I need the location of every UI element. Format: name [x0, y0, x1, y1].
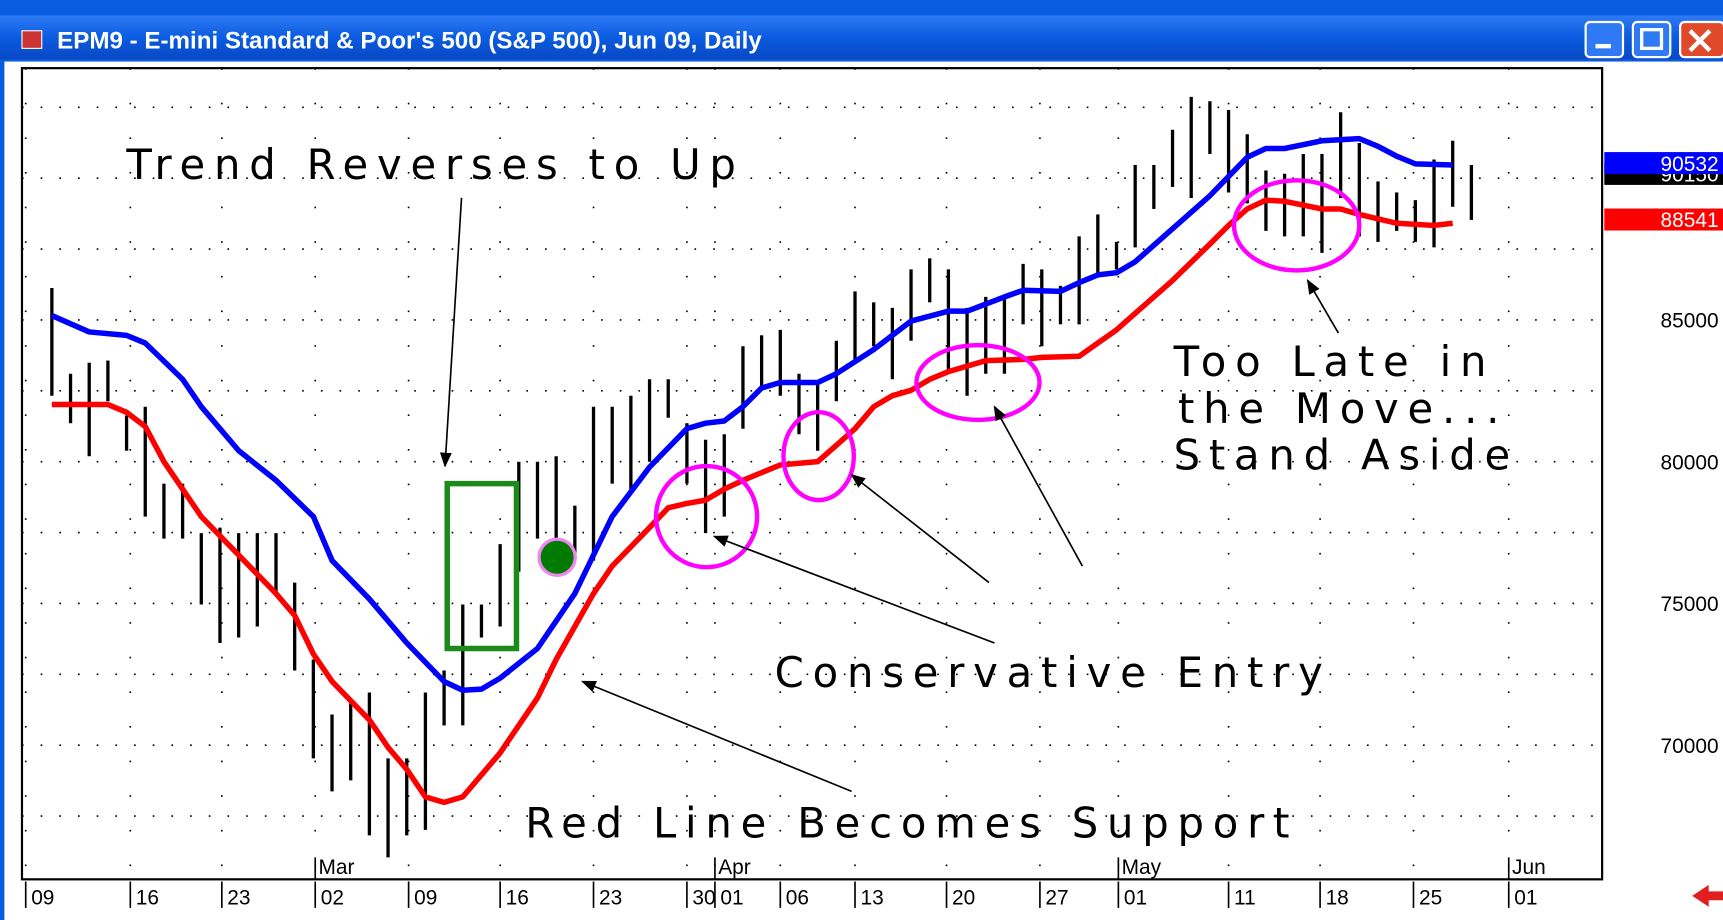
arrow [439, 197, 463, 468]
title-bar [0, 15, 1723, 60]
annotation: Conservative Entry [775, 648, 1332, 697]
x-tick-label: 06 [786, 887, 809, 910]
y-tick-label: 75000 [1661, 593, 1719, 616]
arrow [581, 680, 852, 793]
x-tick-label: 16 [136, 887, 159, 910]
x-tick-label: 23 [599, 887, 622, 910]
annotation: Red Line Becomes Support [525, 799, 1298, 848]
y-tick-label: 85000 [1661, 310, 1719, 333]
price-label: 90532 [1661, 153, 1719, 176]
window-icon [21, 30, 43, 49]
x-tick-label: 18 [1326, 887, 1349, 910]
x-tick-label: 25 [1419, 887, 1442, 910]
entry-dot [540, 540, 574, 574]
minimize-icon [1595, 43, 1611, 49]
highlight-circle [653, 463, 760, 570]
highlight-circle [1231, 178, 1362, 273]
window-buttons[interactable] [1584, 20, 1723, 59]
x-tick-label: 01 [1514, 887, 1537, 910]
arrow [993, 405, 1084, 567]
x-tick-label: 09 [414, 887, 437, 910]
y-tick-label: 70000 [1661, 735, 1719, 758]
x-tick-label: 27 [1045, 887, 1068, 910]
reversal-box [444, 480, 520, 652]
x-tick-label: 02 [321, 887, 344, 910]
price-label-box [1604, 208, 1723, 231]
x-tick-label: 01 [1124, 887, 1147, 910]
maximize-icon [1640, 28, 1664, 51]
month-label: Apr [718, 856, 751, 879]
maximize-button[interactable] [1631, 20, 1672, 59]
x-tick-label: 13 [861, 887, 884, 910]
annotation-shapes [439, 178, 1362, 793]
scroll-arrow[interactable] [1692, 884, 1723, 907]
annotation: Stand Aside [1174, 430, 1519, 479]
price-label: 88541 [1661, 209, 1719, 232]
annotation: the Move... [1178, 384, 1508, 433]
x-tick-label: 20 [952, 887, 975, 910]
moving-average-line [50, 135, 1453, 694]
price-label-box [1604, 152, 1723, 175]
window-title: EPM9 - E-mini Standard & Poor's 500 (S&P… [57, 27, 762, 54]
month-label: Jun [1512, 856, 1546, 879]
month-label: Mar [319, 856, 355, 879]
arrow [712, 535, 995, 644]
close-icon [1688, 29, 1712, 53]
arrow [1306, 279, 1340, 334]
x-tick-label: 23 [227, 887, 250, 910]
highlight-circle [781, 409, 857, 503]
annotation: Too Late in [1173, 337, 1496, 386]
x-tick-label: 16 [506, 887, 529, 910]
month-label: May [1122, 856, 1162, 879]
x-tick-label: 09 [31, 887, 54, 910]
annotation: Trend Reverses to Up [125, 140, 744, 189]
arrow [850, 473, 990, 584]
plot-area [20, 67, 1604, 881]
highlight-circle [914, 342, 1042, 423]
x-tick-label: 11 [1234, 887, 1256, 910]
minimize-button[interactable] [1584, 20, 1625, 59]
x-tick-label: 01 [720, 887, 743, 910]
annotations: Trend Reverses to Up Conservative Entry … [125, 140, 1519, 848]
x-tick-label: 30 [692, 887, 715, 910]
y-tick-label: 80000 [1661, 451, 1719, 474]
